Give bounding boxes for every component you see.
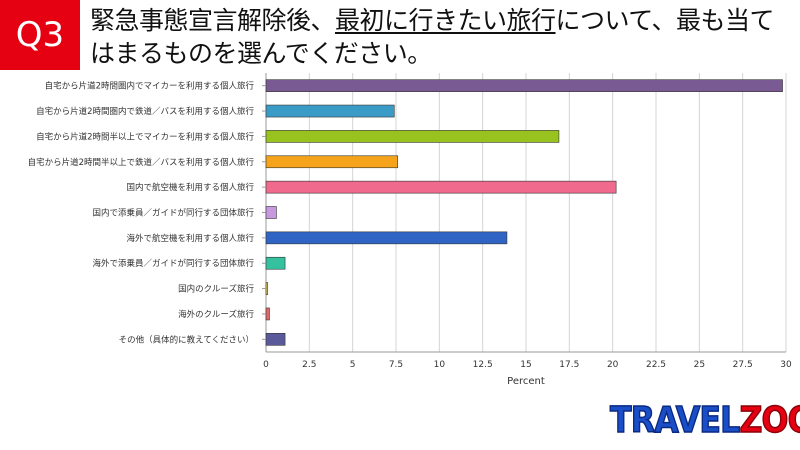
travelzoo-logo: TRAVELZOO® <box>609 398 800 444</box>
x-tick-label: 22.5 <box>646 360 666 370</box>
x-tick-label: 17.5 <box>559 360 579 370</box>
bar <box>265 104 395 118</box>
x-tick-label: 27.5 <box>733 360 753 370</box>
x-tick-label: 10 <box>434 360 446 370</box>
category-label: 海外で添乗員／ガイドが同行する団体旅行 <box>92 258 254 269</box>
bar <box>265 180 617 194</box>
bar <box>265 231 508 245</box>
x-tick-label: 7.5 <box>389 360 403 370</box>
x-tick-label: 12.5 <box>473 360 493 370</box>
title-part-2: について、最も当てはまるものを選んでください。 <box>90 6 775 68</box>
category-label: 国内で航空機を利用する個人旅行 <box>126 182 254 193</box>
x-tick-label: 0 <box>263 360 269 370</box>
logo-main: TRAVEL <box>609 399 741 442</box>
category-label: 自宅から片道2時間半以上で鉄道／バスを利用する個人旅行 <box>28 157 255 168</box>
bar <box>265 79 783 92</box>
x-tick-label: 30 <box>780 360 792 370</box>
category-label: 自宅から片道2時間圏内で鉄道／バスを利用する個人旅行 <box>36 106 254 117</box>
category-label: 海外のクルーズ旅行 <box>178 309 254 320</box>
x-axis-label: Percent <box>507 376 545 387</box>
chart-title: 緊急事態宣言解除後、最初に行きたい旅行について、最も当てはまるものを選んでくださ… <box>90 4 795 70</box>
category-label: 国内で添乗員／ガイドが同行する団体旅行 <box>92 208 254 219</box>
x-tick-label: 25 <box>694 360 705 370</box>
bar <box>265 333 286 346</box>
logo-accent: ZOO <box>739 399 800 442</box>
category-label: 海外で航空機を利用する個人旅行 <box>126 233 254 244</box>
category-label: 国内のクルーズ旅行 <box>178 284 254 295</box>
category-label: その他（具体的に教えてください） <box>119 334 254 345</box>
x-tick-label: 2.5 <box>302 360 316 370</box>
x-tick-label: 20 <box>607 360 619 370</box>
bar <box>265 256 286 270</box>
title-underlined: 最初に行きたい旅行 <box>335 6 556 35</box>
category-label: 自宅から片道2時間半以上でマイカーを利用する個人旅行 <box>36 131 254 142</box>
question-badge: Q3 <box>0 0 80 70</box>
bar <box>265 206 277 219</box>
x-tick-label: 15 <box>520 360 531 370</box>
bar <box>265 130 560 143</box>
category-label: 自宅から片道2時間圏内でマイカーを利用する個人旅行 <box>45 81 255 92</box>
x-tick-label: 5 <box>350 360 356 370</box>
bar <box>265 155 399 169</box>
title-part-1: 緊急事態宣言解除後、 <box>90 6 336 35</box>
bar <box>265 282 269 295</box>
bar <box>265 307 270 321</box>
